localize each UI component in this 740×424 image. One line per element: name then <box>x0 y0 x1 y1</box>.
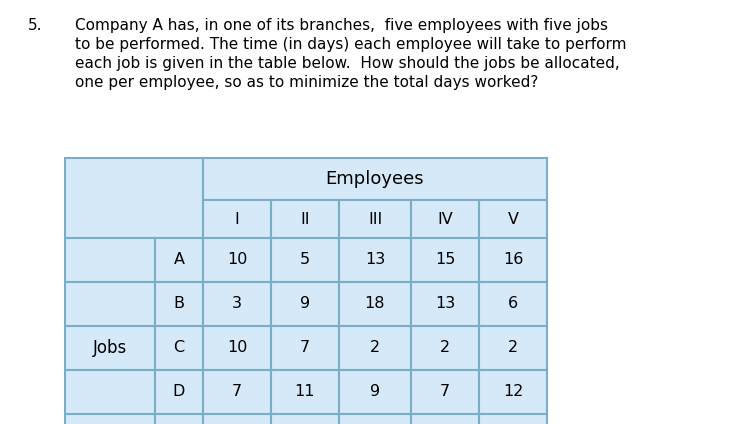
Text: 7: 7 <box>232 385 242 399</box>
Text: 2: 2 <box>370 340 380 355</box>
Bar <box>65 282 155 326</box>
Bar <box>203 282 271 326</box>
Text: 2: 2 <box>440 340 450 355</box>
Text: 6: 6 <box>508 296 518 312</box>
Bar <box>411 200 479 238</box>
Bar <box>203 238 271 282</box>
Bar <box>479 370 547 414</box>
Bar <box>479 200 547 238</box>
Bar <box>339 282 411 326</box>
Text: each job is given in the table below.  How should the jobs be allocated,: each job is given in the table below. Ho… <box>75 56 620 71</box>
Text: one per employee, so as to minimize the total days worked?: one per employee, so as to minimize the … <box>75 75 539 90</box>
Text: 13: 13 <box>435 296 455 312</box>
Text: 9: 9 <box>300 296 310 312</box>
Bar <box>479 326 547 370</box>
Bar <box>203 158 547 200</box>
Text: B: B <box>173 296 184 312</box>
Bar <box>271 238 339 282</box>
Text: IV: IV <box>437 212 453 226</box>
Text: A: A <box>173 253 184 268</box>
Text: II: II <box>300 212 310 226</box>
Bar <box>271 282 339 326</box>
Text: 15: 15 <box>435 253 455 268</box>
Text: C: C <box>173 340 184 355</box>
Text: V: V <box>508 212 519 226</box>
Bar <box>479 238 547 282</box>
Text: 18: 18 <box>365 296 386 312</box>
Text: 7: 7 <box>440 385 450 399</box>
Bar <box>203 200 271 238</box>
Bar <box>65 414 155 424</box>
Bar <box>411 238 479 282</box>
Text: 10: 10 <box>227 340 247 355</box>
Bar <box>155 326 203 370</box>
Bar <box>203 326 271 370</box>
Bar <box>271 414 339 424</box>
Bar <box>271 326 339 370</box>
Text: 10: 10 <box>227 253 247 268</box>
Bar <box>65 370 155 414</box>
Bar <box>479 414 547 424</box>
Bar <box>339 370 411 414</box>
Bar <box>271 370 339 414</box>
Text: 13: 13 <box>365 253 385 268</box>
Bar <box>271 200 339 238</box>
Bar <box>65 238 155 282</box>
Bar <box>65 158 203 238</box>
Bar <box>339 326 411 370</box>
Text: 9: 9 <box>370 385 380 399</box>
Text: 16: 16 <box>502 253 523 268</box>
Text: I: I <box>235 212 239 226</box>
Text: Employees: Employees <box>326 170 424 188</box>
Bar <box>411 370 479 414</box>
Bar <box>411 326 479 370</box>
Text: 12: 12 <box>502 385 523 399</box>
Bar <box>155 282 203 326</box>
Bar <box>155 414 203 424</box>
Bar <box>203 414 271 424</box>
Bar <box>155 238 203 282</box>
Text: 5.: 5. <box>28 18 42 33</box>
Bar <box>203 370 271 414</box>
Bar <box>339 414 411 424</box>
Text: Company A has, in one of its branches,  five employees with five jobs: Company A has, in one of its branches, f… <box>75 18 608 33</box>
Bar <box>155 370 203 414</box>
Text: 2: 2 <box>508 340 518 355</box>
Text: D: D <box>173 385 185 399</box>
Text: 3: 3 <box>232 296 242 312</box>
Bar <box>339 200 411 238</box>
Text: 11: 11 <box>295 385 315 399</box>
Bar <box>339 238 411 282</box>
Text: 7: 7 <box>300 340 310 355</box>
Bar <box>65 326 155 370</box>
Text: to be performed. The time (in days) each employee will take to perform: to be performed. The time (in days) each… <box>75 37 627 52</box>
Bar <box>411 282 479 326</box>
Text: III: III <box>368 212 382 226</box>
Text: Jobs: Jobs <box>93 339 127 357</box>
Bar <box>479 282 547 326</box>
Bar <box>411 414 479 424</box>
Text: 5: 5 <box>300 253 310 268</box>
